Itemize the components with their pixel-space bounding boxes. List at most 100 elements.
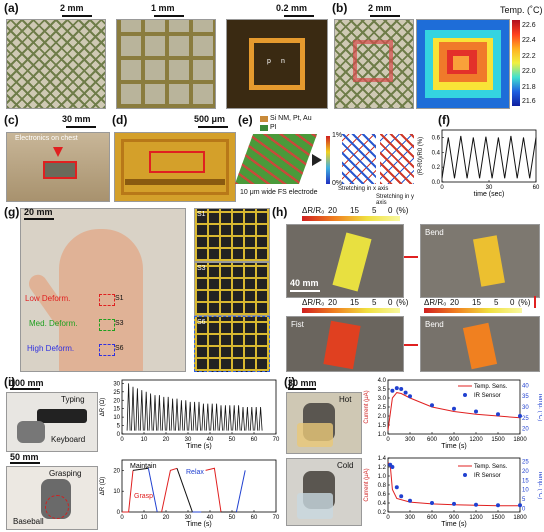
data-point <box>496 412 500 417</box>
typing-spike <box>205 403 210 431</box>
stretch-y-caption: Stretching in y axis <box>376 194 415 206</box>
panel-label-g: (g) <box>4 205 20 219</box>
micro-s3: S3 <box>197 265 206 272</box>
panel-label-i: (i) <box>4 375 16 389</box>
y-tick-label: 10 <box>113 489 120 495</box>
cb-tick-3: 22.0 <box>522 68 536 75</box>
legend-temp-sens: Temp. Sens. <box>474 464 508 470</box>
h-cb1-15: 15 <box>350 206 359 215</box>
thermal-map <box>416 19 510 109</box>
y2-tick-label: 5 <box>522 497 526 503</box>
x-axis-label: time (sec) <box>474 191 505 198</box>
panel-label-j: (j) <box>284 375 296 389</box>
x-tick-label: 50 <box>229 515 236 521</box>
y-tick-label: 1.0 <box>378 432 387 438</box>
y2-tick-label: 25 <box>522 460 529 466</box>
x-tick-label: 0 <box>440 185 444 191</box>
typing-spike <box>219 405 223 431</box>
strain-line <box>441 135 537 179</box>
grasp-line <box>122 470 134 513</box>
y2-tick-label: 10 <box>522 488 529 494</box>
y-tick-label: 25 <box>113 390 120 396</box>
y-tick-label: 0.8 <box>378 483 387 489</box>
arrow-right-h <box>404 256 418 258</box>
typing-spike <box>153 395 157 431</box>
typing-spike <box>245 406 250 431</box>
scale-bar-b <box>370 15 400 17</box>
y-tick-label: 0.2 <box>432 165 441 171</box>
y-tick-label: 1.0 <box>378 474 387 480</box>
strain-cb-top: 1% <box>332 132 343 139</box>
data-point <box>496 503 500 508</box>
scale-text-h: 40 mm <box>290 278 319 288</box>
temp-sens-line <box>387 392 521 431</box>
cold-temp-chart: 0 300 600 900 1200 1500 1800 1.4 1.2 1.0 0.8 0.6 0.4… <box>364 456 542 528</box>
y-tick-label: 3.0 <box>378 396 387 402</box>
scale-bar-h <box>290 290 320 292</box>
chip-n-label: n <box>281 58 285 65</box>
x-tick-label: 30 <box>185 515 192 521</box>
typing-spike <box>232 405 237 431</box>
typing-spike <box>197 401 201 431</box>
h-cb-title-2: ΔR/R₀ <box>302 298 325 307</box>
legend-sinm: Si NM, Pt, Au <box>270 115 312 122</box>
sensor-yellow-2 <box>473 235 505 287</box>
legend-dot-swatch <box>463 473 467 477</box>
arrow-right-icon <box>312 154 322 166</box>
sensor-s3 <box>99 319 115 331</box>
h-cb2-20: 20 <box>328 298 337 307</box>
sensor-s1 <box>99 294 115 306</box>
y-tick-label: 0 <box>117 432 121 438</box>
x-tick-label: 1200 <box>469 437 483 443</box>
typing-spike <box>254 406 259 431</box>
label-med-deform: Med. Deform. <box>29 319 78 328</box>
x-tick-label: 600 <box>427 437 438 443</box>
scale-text-a2: 1 mm <box>151 3 175 13</box>
maintain-line <box>132 467 149 471</box>
label-bend-2: Bend <box>425 320 444 329</box>
h-cb-title-3: ΔR/R₀ <box>424 298 447 307</box>
data-point <box>390 465 395 469</box>
label-fist: Fist <box>291 320 304 329</box>
data-point <box>430 403 434 408</box>
plot-frame <box>121 379 277 435</box>
mesh-photo-1 <box>6 19 106 109</box>
sensor-orange <box>462 322 498 370</box>
grasp-line <box>161 467 178 513</box>
data-point <box>403 390 408 395</box>
electrode-caption: 10 μm wide FS electrode <box>240 189 318 196</box>
label-baseball: Baseball <box>13 517 44 526</box>
legend-ir-sensor: IR Sensor <box>474 393 501 399</box>
robot-hand-typing <box>17 421 45 443</box>
x-tick-label: 0 <box>386 515 390 521</box>
h-colorbar-2 <box>302 308 400 313</box>
hand-photo: Low Deform. S1 Med. Deform. S3 High Defo… <box>20 208 186 372</box>
data-point <box>452 406 456 411</box>
typing-spike <box>210 403 215 431</box>
x-axis-label: Time (s) <box>441 521 466 528</box>
scale-bar-i1 <box>10 388 40 390</box>
sensor-yellow-1 <box>332 232 372 292</box>
stretch-x-caption: Stretching in x axis <box>338 186 389 192</box>
scale-text-a3: 0.2 mm <box>276 3 308 13</box>
x-tick-label: 60 <box>533 185 540 191</box>
scale-text-d: 500 μm <box>194 114 226 124</box>
x-tick-label: 300 <box>405 437 416 443</box>
h-cb3-20: 20 <box>450 298 459 307</box>
data-point <box>474 409 478 414</box>
cb-tick-4: 21.8 <box>522 84 536 91</box>
chest-photo: Electronics on chest <box>6 132 110 202</box>
y2-tick-label: 25 <box>522 416 529 422</box>
h-cb1-unit: (%) <box>396 206 409 215</box>
relax-line <box>235 470 246 513</box>
panel-e: (e) Si NM, Pt, Au PI 10 μm wide FS elect… <box>234 112 416 206</box>
x-axis-label: Time (s) <box>441 443 466 450</box>
panel-d: (d) 500 μm <box>112 112 236 202</box>
typing-spike <box>126 383 131 431</box>
typing-spike <box>144 391 149 431</box>
y-tick-label: 30 <box>113 381 120 387</box>
x-tick-label: 70 <box>273 437 280 443</box>
label-maintain: Maintain <box>130 463 157 470</box>
scale-text-j: 30 mm <box>288 378 317 388</box>
typing-spike <box>170 398 175 431</box>
